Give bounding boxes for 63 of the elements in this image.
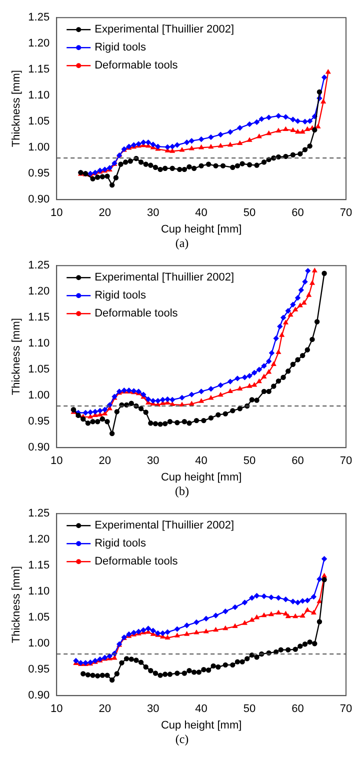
x-tick-label: 60 [292,207,304,220]
y-tick-label: 1.10 [28,586,50,598]
legend-label: Deformable tools [94,556,178,568]
x-tick-label: 10 [50,207,63,220]
text: (b) [174,484,190,500]
x-tick-label: 20 [98,455,111,468]
y-tick-label: 0.95 [28,416,50,428]
x-tick-label: 30 [146,207,160,220]
x-tick-label: 20 [98,703,111,716]
y-tick-label: 1.00 [28,142,50,154]
y-tick-label: 1.10 [28,338,50,350]
legend-label: Experimental [Thuillier 2002] [94,24,234,36]
x-tick-label: 50 [243,703,256,716]
legend-label: Rigid tools [94,42,146,54]
x-tick-label: 60 [292,455,304,468]
x-tick-label: 70 [340,207,352,220]
y-tick-label: 1.15 [28,64,50,76]
x-axis-title: Cup height [mm] [160,719,242,732]
y-axis-title: Thickness [mm] [10,318,23,396]
x-tick-label: 20 [98,207,111,220]
y-axis-title: Thickness [mm] [10,70,23,148]
x-tick-label: 30 [146,455,160,468]
x-tick-label: 70 [340,455,352,468]
x-tick-label: 30 [146,703,160,716]
y-tick-label: 1.20 [28,286,50,298]
y-tick-label: 1.05 [28,364,50,376]
y-tick-label: 1.25 [28,12,50,24]
x-tick-label: 50 [243,455,256,468]
x-axis-title: Cup height [mm] [160,223,242,236]
legend-label: Deformable tools [94,308,178,320]
y-axis-title: Thickness [mm] [10,566,23,644]
y-tick-label: 1.05 [28,612,50,624]
legend-label: Deformable tools [94,60,178,72]
y-tick-label: 1.25 [28,260,50,272]
y-tick-label: 0.90 [28,194,50,206]
legend-label: Experimental [Thuillier 2002] [94,272,234,284]
y-tick-label: 1.10 [28,90,50,102]
y-tick-label: 1.20 [28,534,50,546]
legend-label: Experimental [Thuillier 2002] [94,520,234,532]
y-tick-label: 1.25 [28,508,50,520]
y-tick-label: 0.90 [28,690,50,702]
y-tick-label: 0.95 [28,168,50,180]
y-tick-label: 1.05 [28,116,50,128]
x-tick-label: 50 [243,207,256,220]
x-tick-label: 40 [195,455,208,468]
x-tick-label: 10 [50,703,63,716]
x-axis-title: Cup height [mm] [160,471,242,484]
legend-label: Rigid tools [94,538,146,550]
y-tick-label: 0.95 [28,664,50,676]
x-tick-label: 40 [195,207,208,220]
y-tick-label: 1.00 [28,638,50,650]
x-tick-label: 10 [50,455,63,468]
legend-label: Rigid tools [94,290,146,302]
x-tick-label: 40 [195,703,208,716]
x-tick-label: 70 [340,703,352,716]
y-tick-label: 0.90 [28,442,50,454]
text: (a) [174,236,190,252]
y-tick-label: 1.15 [28,560,50,572]
y-tick-label: 1.15 [28,312,50,324]
y-tick-label: 1.00 [28,390,50,402]
y-tick-label: 1.20 [28,38,50,50]
text: (c) [174,732,190,748]
x-tick-label: 60 [292,703,304,716]
